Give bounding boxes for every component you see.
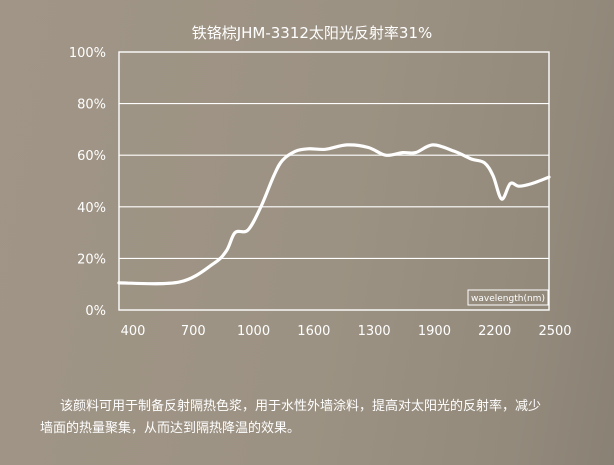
x-axis-label-box [467, 289, 549, 306]
chart-title: 铁铬棕JHM-3312太阳光反射率31% [192, 24, 433, 42]
y-tick-label: 80% [77, 98, 106, 113]
x-tick-label: 1000 [237, 324, 270, 339]
gridlines [119, 103, 549, 259]
y-tick-label: 0% [85, 304, 106, 319]
x-tick-label: 1900 [418, 324, 451, 339]
y-tick-label: 20% [77, 252, 106, 267]
x-axis-label: wavelength(nm) [471, 294, 545, 304]
plot-area-frame [118, 51, 550, 311]
y-tick-label: 60% [77, 149, 106, 164]
x-tick-label: 1600 [297, 324, 330, 339]
caption: 该颜料可用于制备反射隔热色浆，用于水性外墙涂料，提高对太阳光的反射率，减少 墙面… [40, 396, 608, 440]
x-axis-tick-labels: 400 700 1000 1600 1300 1900 2200 2500 [121, 324, 572, 339]
caption-line-1: 该颜料可用于制备反射隔热色浆，用于水性外墙涂料，提高对太阳光的反射率，减少 [60, 399, 542, 414]
reflectance-series-line [117, 143, 551, 286]
x-tick-label: 1300 [358, 324, 391, 339]
caption-line-2: 墙面的热量聚集，从而达到隔热降温的效果。 [40, 421, 301, 436]
y-tick-label: 40% [77, 201, 106, 216]
x-tick-label: 2200 [478, 324, 511, 339]
x-tick-label: 2500 [538, 324, 571, 339]
x-tick-label: 400 [121, 324, 146, 339]
y-axis-tick-labels: 100% 80% 60% 40% 20% 0% [69, 46, 106, 319]
y-tick-label: 100% [69, 46, 106, 61]
x-tick-label: 700 [181, 324, 206, 339]
